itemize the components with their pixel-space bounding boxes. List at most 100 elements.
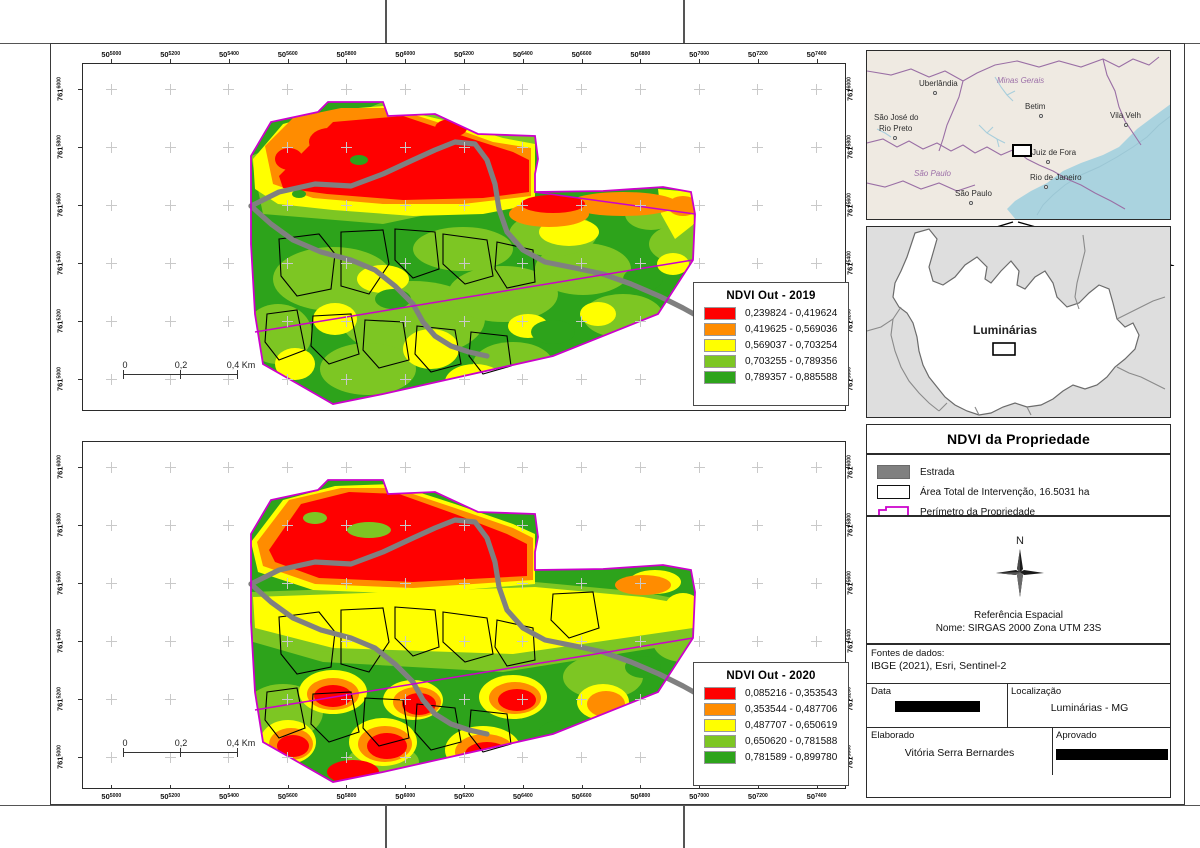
property-perimeter-2019: [250, 101, 696, 405]
meta-divider-1: [1007, 683, 1009, 727]
area-swatch: [877, 485, 910, 499]
ndvi-color-swatch: [704, 703, 736, 716]
date-redaction-bar: [894, 700, 980, 712]
map-panel-2020: 7616000 7615800 7615600 7615400 7615200 76150…: [55, 428, 855, 801]
scalebar-2020: 0 0,2 0,4 Km: [122, 738, 255, 768]
x-axis-tick-label: 506400: [512, 792, 533, 801]
ndvi-class-label: 0,703255 - 0,789356: [745, 356, 838, 367]
x-axis-tick-label: 506000: [395, 792, 416, 801]
ndvi-class-label: 0,781589 - 0,899780: [745, 752, 838, 763]
x-axis-tick: [522, 785, 524, 789]
ndvi-class-label: 0,353544 - 0,487706: [745, 704, 838, 715]
road-swatch: [877, 465, 910, 479]
y-axis-tick: [846, 89, 850, 91]
y-axis-tick: [78, 263, 82, 265]
road-line-2019: [248, 139, 704, 321]
legend-item: Perímetro da Propriedade: [877, 505, 1170, 516]
legend-item-label: Perímetro da Propriedade: [920, 506, 1036, 516]
map-frame-2020[interactable]: [82, 441, 846, 789]
x-axis-2020: 505000 505200 505400 505600 505800 506000 5062…: [82, 785, 846, 803]
map-panel-2019: 505000 505200 505400 505600 505800 506000 5062…: [55, 50, 855, 418]
x-axis-tick: [346, 59, 348, 63]
x-axis-tick: [757, 59, 759, 63]
ndvi-class-row: 0,419625 - 0,569036: [704, 323, 838, 336]
y-axis-tick: [846, 205, 850, 207]
y-axis-tick-label: 7616000: [55, 455, 65, 480]
ndvi-class-row: 0,789357 - 0,885588: [704, 371, 838, 384]
author-cell: Elaborado Vitória Serra Bernardes: [867, 727, 1052, 775]
y-axis-tick-label: 7615400: [55, 251, 65, 276]
map-frame-2019[interactable]: [82, 63, 846, 411]
x-axis-tick-label: 506200: [454, 50, 474, 59]
y-axis-tick: [846, 467, 850, 469]
date-label: Data: [871, 686, 892, 697]
x-axis-tick-label: 506200: [454, 792, 474, 801]
municipality-inset-map[interactable]: Luminárias: [866, 226, 1171, 418]
x-axis-tick: [405, 785, 407, 789]
x-axis-tick: [640, 59, 642, 63]
legend-item: Estrada: [877, 465, 1170, 479]
scalebar2-label-max: 0,4 Km: [226, 738, 256, 748]
y-axis-tick: [846, 263, 850, 265]
date-value: [867, 697, 1007, 712]
north-letter: N: [1016, 535, 1024, 547]
x-axis-tick: [464, 785, 465, 789]
x-axis-tick: [757, 785, 759, 789]
sources-value: IBGE (2021), Esri, Sentinel-2: [871, 660, 1007, 672]
inset-state-label: São Paulo: [914, 169, 951, 178]
y-axis-tick-label: 7615200: [55, 687, 65, 712]
property-perimeter-2020: [250, 479, 696, 783]
x-axis-tick: [346, 785, 348, 789]
inset-city-dot: [893, 136, 897, 140]
page-title: NDVI da Propriedade: [946, 431, 1091, 447]
scalebar-label-max: 0,4 Km: [226, 360, 256, 370]
x-axis-tick-label: 506600: [571, 50, 592, 59]
perimeter-swatch: [877, 505, 910, 515]
y-axis-tick: [78, 379, 82, 381]
y-axis-tick-label: 7615000: [55, 367, 65, 392]
locator-inset-svg: [867, 51, 1170, 219]
ndvi-color-swatch: [704, 371, 736, 384]
x-axis-tick-label: 507000: [689, 792, 710, 801]
inset-city-dot: [933, 91, 937, 95]
inset-city-label: Rio Preto: [879, 124, 913, 133]
sources-label: Fontes de dados:: [871, 648, 945, 659]
date-cell: Data: [867, 683, 1007, 727]
x-axis-tick: [287, 785, 289, 789]
locator-inset-map[interactable]: Minas Gerais São Paulo Uberlândia São José …: [866, 50, 1171, 220]
ndvi-class-label: 0,487707 - 0,650619: [745, 720, 838, 731]
title-box: NDVI da Propriedade: [866, 424, 1171, 454]
ndvi-class-row: 0,353544 - 0,487706: [704, 703, 838, 716]
ndvi-color-swatch: [704, 719, 736, 732]
y-axis-tick: [846, 641, 850, 643]
approver-cell: Aprovado: [1052, 727, 1170, 775]
municipality-name-label: Luminárias: [973, 323, 1038, 337]
y-axis-tick: [78, 525, 82, 527]
x-axis-tick-label: 506800: [630, 792, 651, 801]
x-axis-tick-label: 505800: [336, 792, 357, 801]
x-axis-tick-label: 505400: [218, 792, 239, 801]
x-axis-tick: [699, 59, 701, 63]
author-value: Vitória Serra Bernardes: [904, 747, 1015, 759]
intervention-areas-2019: [264, 228, 536, 375]
intervention-areas-2020: [264, 591, 600, 753]
x-axis-tick-label: 507200: [747, 792, 768, 801]
ndvi-color-swatch: [704, 355, 736, 368]
y-axis-tick-label: 7615400: [55, 629, 65, 654]
x-axis-tick-label: 505000: [101, 792, 122, 801]
inset-city-dot: [1124, 123, 1128, 127]
ndvi-class-label: 0,569037 - 0,703254: [745, 340, 838, 351]
y-axis-tick: [78, 757, 82, 759]
ndvi-class-row: 0,650620 - 0,781588: [704, 735, 838, 748]
regmark-bottom-left: [385, 805, 387, 848]
inset-city-label: São José do: [874, 113, 919, 122]
y-axis-tick: [78, 699, 82, 701]
location-cell: Localização Luminárias - MG: [1007, 683, 1170, 727]
x-axis-tick-label: 505200: [160, 50, 181, 59]
x-axis-tick-label: 506000: [395, 50, 416, 59]
approver-redaction-bar: [1056, 748, 1168, 760]
scalebar-label-mid: 0,2: [174, 360, 188, 370]
ndvi-legend-2020: NDVI Out - 2020 0,085216 - 0,353543 0,353…: [693, 662, 849, 786]
study-area-marker: [1012, 144, 1032, 157]
ndvi-class-row: 0,239824 - 0,419624: [704, 307, 838, 320]
